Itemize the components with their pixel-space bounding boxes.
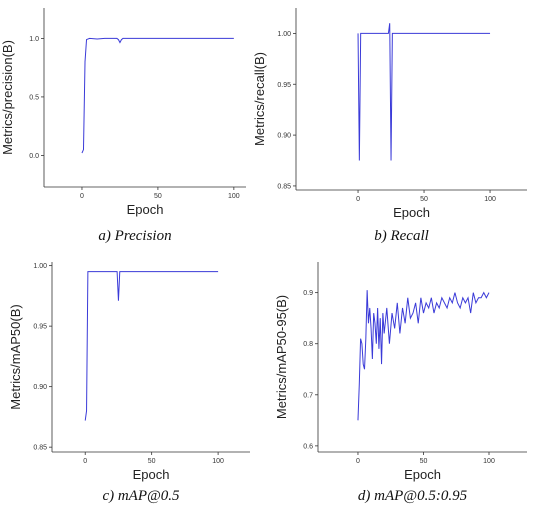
caption: b) Recall xyxy=(374,228,429,244)
x-tick-label: 0 xyxy=(356,458,360,465)
y-axis-title: Metrics/precision(B) xyxy=(0,40,15,155)
caption: a) Precision xyxy=(98,228,171,244)
x-tick-label: 0 xyxy=(83,458,87,465)
y-tick-label: 1.00 xyxy=(277,31,291,38)
x-axis-title: Epoch xyxy=(133,467,170,482)
x-axis-title: Epoch xyxy=(404,467,441,482)
y-tick-label: 0.85 xyxy=(33,445,47,452)
x-tick-label: 0 xyxy=(356,196,360,203)
y-axis-title: Metrics/mAP50-95(B) xyxy=(274,295,289,419)
x-tick-label: 100 xyxy=(484,196,496,203)
line-series xyxy=(357,23,491,161)
x-tick-label: 100 xyxy=(483,458,495,465)
line-series xyxy=(84,271,219,421)
y-tick-label: 1.0 xyxy=(29,36,39,43)
line-series xyxy=(81,37,234,154)
y-tick-label: 0.85 xyxy=(277,183,291,190)
x-tick-label: 100 xyxy=(228,193,240,200)
x-tick-label: 50 xyxy=(154,193,162,200)
caption: c) mAP@0.5 xyxy=(102,488,180,504)
y-axis-title: Metrics/mAP50(B) xyxy=(8,304,23,409)
y-tick-label: 0.5 xyxy=(29,94,39,101)
y-tick-label: 0.7 xyxy=(303,392,313,399)
y-tick-label: 0.90 xyxy=(277,133,291,140)
y-tick-label: 0.95 xyxy=(277,82,291,89)
x-axis-title: Epoch xyxy=(127,202,164,217)
x-axis-title: Epoch xyxy=(393,205,430,220)
caption: d) mAP@0.5:0.95 xyxy=(358,488,468,504)
x-tick-label: 50 xyxy=(420,458,428,465)
y-tick-label: 0.90 xyxy=(33,384,47,391)
x-tick-label: 50 xyxy=(420,196,428,203)
y-tick-label: 0.6 xyxy=(303,443,313,450)
y-tick-label: 1.00 xyxy=(33,263,47,270)
y-tick-label: 0.8 xyxy=(303,341,313,348)
line-series xyxy=(357,290,490,421)
x-tick-label: 50 xyxy=(148,458,156,465)
y-tick-label: 0.95 xyxy=(33,324,47,331)
x-tick-label: 100 xyxy=(212,458,224,465)
y-axis-title: Metrics/recall(B) xyxy=(252,52,267,146)
x-tick-label: 0 xyxy=(80,193,84,200)
y-tick-label: 0.9 xyxy=(303,290,313,297)
y-tick-label: 0.0 xyxy=(29,153,39,160)
